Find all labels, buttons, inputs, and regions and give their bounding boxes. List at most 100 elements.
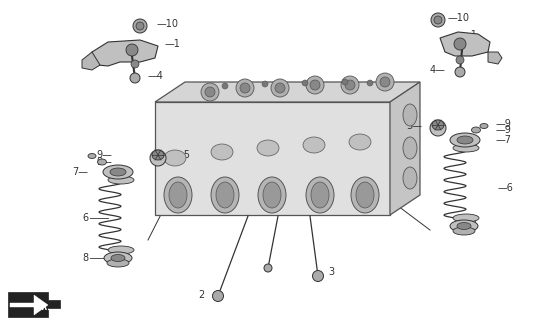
Ellipse shape [211, 144, 233, 160]
Ellipse shape [303, 137, 325, 153]
Text: —10: —10 [157, 19, 179, 29]
Circle shape [213, 291, 224, 301]
Ellipse shape [403, 167, 417, 189]
Text: —7: —7 [496, 135, 512, 145]
Polygon shape [440, 32, 490, 56]
Ellipse shape [258, 177, 286, 213]
Ellipse shape [311, 182, 329, 208]
Text: 2: 2 [198, 290, 204, 300]
Text: —6: —6 [498, 183, 514, 193]
Ellipse shape [356, 182, 374, 208]
Text: —9: —9 [496, 119, 512, 129]
Ellipse shape [104, 252, 132, 264]
Circle shape [126, 44, 138, 56]
Circle shape [313, 270, 323, 282]
Circle shape [131, 60, 139, 68]
Circle shape [271, 79, 289, 97]
Ellipse shape [471, 127, 481, 133]
Text: 6: 6 [82, 213, 88, 223]
Ellipse shape [453, 144, 479, 152]
Circle shape [130, 73, 140, 83]
Text: —10: —10 [448, 13, 470, 23]
Ellipse shape [111, 254, 125, 261]
Circle shape [262, 81, 268, 87]
Ellipse shape [164, 177, 192, 213]
Text: —1: —1 [462, 30, 478, 40]
Circle shape [367, 80, 373, 86]
Circle shape [454, 38, 466, 50]
Text: —8: —8 [462, 219, 478, 229]
Text: 9—: 9— [96, 150, 112, 160]
Ellipse shape [430, 120, 446, 136]
Text: —5: —5 [175, 150, 191, 160]
Polygon shape [390, 82, 420, 215]
Circle shape [306, 76, 324, 94]
Ellipse shape [108, 246, 134, 254]
Ellipse shape [216, 182, 234, 208]
Ellipse shape [457, 222, 471, 229]
Text: 7—: 7— [72, 167, 88, 177]
Ellipse shape [349, 134, 371, 150]
Polygon shape [488, 52, 502, 64]
Text: FR.: FR. [36, 303, 50, 313]
Ellipse shape [450, 133, 480, 147]
Ellipse shape [88, 154, 96, 158]
Polygon shape [8, 292, 60, 317]
Polygon shape [155, 82, 420, 102]
Ellipse shape [152, 150, 164, 160]
Polygon shape [82, 52, 100, 70]
Text: —4: —4 [148, 71, 164, 81]
Ellipse shape [403, 137, 417, 159]
Text: 5—: 5— [406, 121, 422, 131]
Text: 3: 3 [328, 267, 334, 277]
Text: —1: —1 [165, 39, 181, 49]
Circle shape [236, 79, 254, 97]
Ellipse shape [150, 150, 166, 166]
Ellipse shape [98, 159, 106, 165]
Circle shape [264, 264, 272, 272]
Polygon shape [10, 295, 48, 315]
Ellipse shape [432, 120, 444, 130]
Circle shape [133, 19, 147, 33]
Ellipse shape [480, 124, 488, 129]
Circle shape [345, 80, 355, 90]
Text: 8: 8 [82, 253, 88, 263]
Ellipse shape [110, 168, 126, 176]
Ellipse shape [450, 220, 478, 232]
Circle shape [222, 83, 228, 89]
Text: —9: —9 [496, 125, 512, 135]
Text: 9—: 9— [96, 157, 112, 167]
Circle shape [456, 56, 464, 64]
Circle shape [380, 77, 390, 87]
Ellipse shape [257, 140, 279, 156]
Circle shape [341, 76, 359, 94]
Ellipse shape [164, 150, 186, 166]
Ellipse shape [169, 182, 187, 208]
Ellipse shape [306, 177, 334, 213]
Circle shape [240, 83, 250, 93]
Polygon shape [155, 102, 390, 215]
Ellipse shape [211, 177, 239, 213]
Circle shape [434, 16, 442, 24]
Circle shape [205, 87, 215, 97]
Ellipse shape [457, 136, 473, 144]
Circle shape [275, 83, 285, 93]
Ellipse shape [108, 176, 134, 184]
Ellipse shape [103, 165, 133, 179]
Circle shape [342, 79, 348, 85]
Circle shape [431, 13, 445, 27]
Circle shape [310, 80, 320, 90]
Ellipse shape [107, 259, 129, 267]
Ellipse shape [403, 104, 417, 126]
Circle shape [376, 73, 394, 91]
Ellipse shape [453, 227, 475, 235]
Circle shape [302, 80, 308, 86]
Ellipse shape [351, 177, 379, 213]
Ellipse shape [453, 214, 479, 222]
Circle shape [201, 83, 219, 101]
Circle shape [136, 22, 144, 30]
Text: 4—: 4— [429, 65, 445, 75]
Polygon shape [90, 40, 158, 66]
Ellipse shape [263, 182, 281, 208]
Circle shape [455, 67, 465, 77]
